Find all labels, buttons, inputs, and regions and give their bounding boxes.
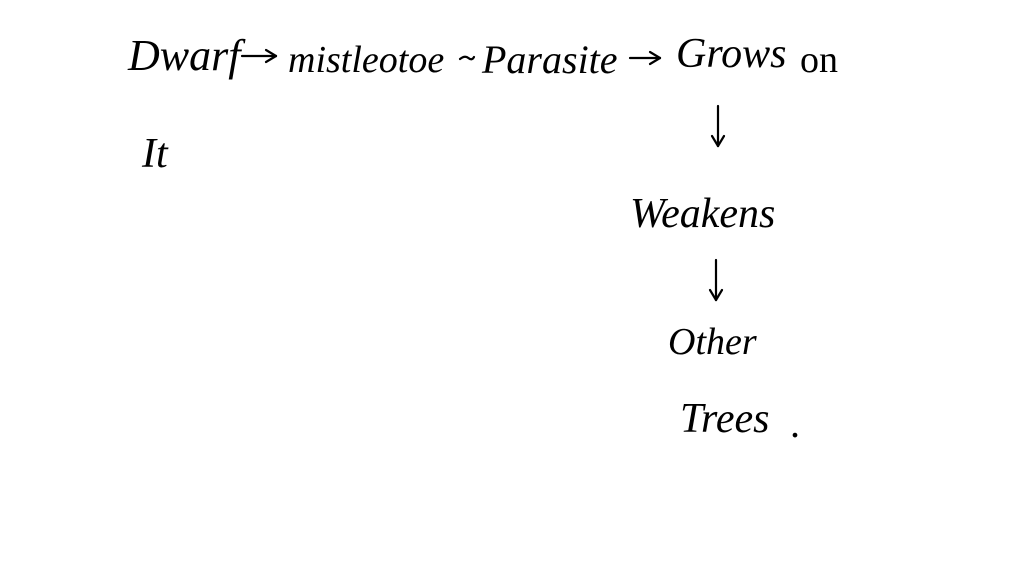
dash-1 [458, 53, 476, 63]
arrow-3 [708, 104, 728, 158]
arrow-1 [240, 46, 288, 66]
word-parasite: Parasite [482, 36, 618, 83]
word-weakens: Weakens [630, 190, 775, 238]
word-period: . [790, 400, 800, 447]
word-grows: Grows [676, 30, 786, 78]
diagram-canvas: Dwarf mistleotoe Parasite Grows on It We… [0, 0, 1024, 576]
word-it: It [142, 130, 168, 178]
arrow-2 [628, 48, 672, 68]
word-dwarf: Dwarf [128, 30, 240, 81]
word-mistletoe: mistleotoe [288, 38, 444, 82]
word-other: Other [668, 320, 757, 364]
word-on: on [800, 38, 838, 82]
word-trees: Trees [680, 395, 769, 443]
arrow-4 [706, 258, 726, 312]
